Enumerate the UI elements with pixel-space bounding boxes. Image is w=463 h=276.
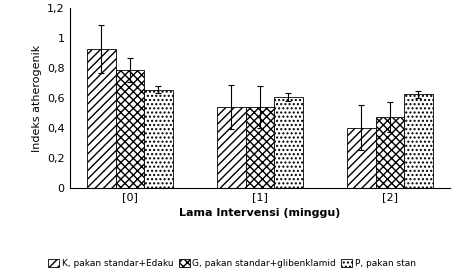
- Bar: [115, 70, 144, 188]
- Legend: K, pakan standar+Edaku, G, pakan standar+glibenklamid, P, pakan stan: K, pakan standar+Edaku, G, pakan standar…: [44, 255, 419, 272]
- Bar: [87, 49, 115, 188]
- Bar: [274, 97, 302, 188]
- Bar: [403, 94, 432, 188]
- Bar: [346, 128, 375, 188]
- Bar: [375, 117, 403, 188]
- Bar: [245, 107, 274, 188]
- Y-axis label: Indeks atherogenik: Indeks atherogenik: [31, 44, 42, 152]
- Bar: [217, 107, 245, 188]
- Bar: [144, 90, 172, 188]
- X-axis label: Lama Intervensi (minggu): Lama Intervensi (minggu): [179, 208, 340, 218]
